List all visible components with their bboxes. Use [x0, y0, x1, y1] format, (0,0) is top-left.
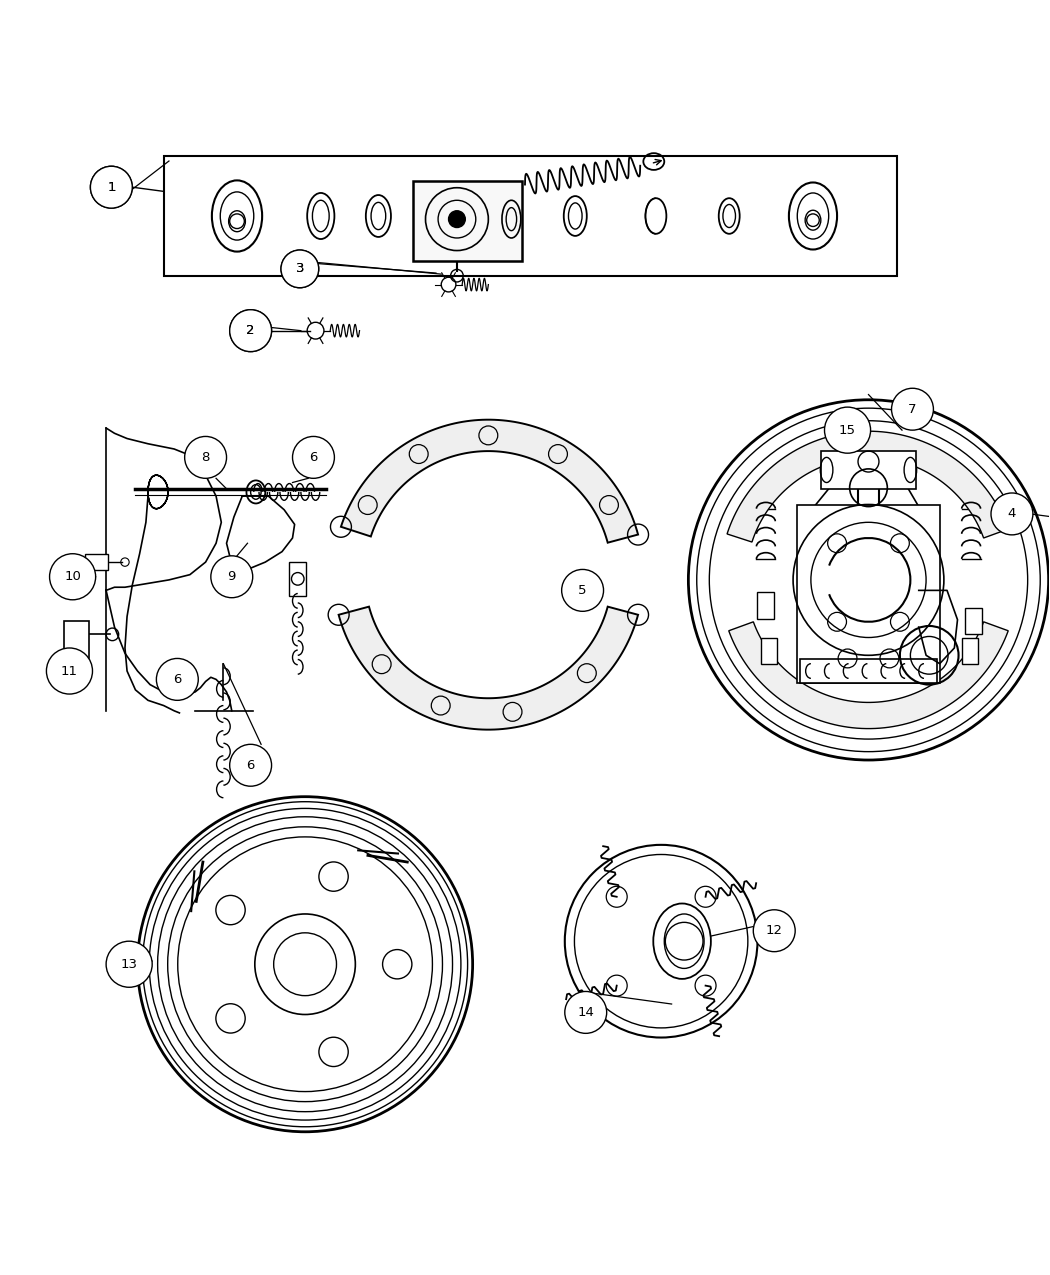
Text: 1: 1: [107, 181, 116, 194]
Circle shape: [991, 493, 1033, 536]
Circle shape: [891, 389, 933, 430]
Bar: [290, 562, 307, 595]
Text: 6: 6: [247, 759, 255, 771]
Bar: [64, 621, 89, 658]
Circle shape: [185, 436, 227, 478]
Bar: [800, 659, 937, 682]
Text: 10: 10: [64, 570, 81, 583]
Text: 7: 7: [908, 403, 917, 416]
Circle shape: [281, 250, 319, 288]
Text: 1: 1: [107, 181, 116, 194]
Text: 13: 13: [121, 958, 138, 970]
Circle shape: [448, 210, 465, 227]
Bar: [413, 181, 522, 261]
Circle shape: [90, 166, 132, 208]
Text: 9: 9: [228, 570, 236, 583]
Polygon shape: [729, 622, 1008, 728]
Circle shape: [46, 648, 92, 694]
Text: 6: 6: [173, 673, 182, 686]
Circle shape: [293, 436, 334, 478]
Polygon shape: [339, 607, 638, 729]
Text: 14: 14: [578, 1006, 594, 1019]
Circle shape: [565, 992, 607, 1033]
Text: 3: 3: [296, 263, 304, 275]
Bar: [962, 638, 979, 664]
Text: 2: 2: [247, 324, 255, 337]
Bar: [164, 156, 897, 277]
Text: 8: 8: [202, 451, 210, 464]
Text: 6: 6: [310, 451, 318, 464]
Text: 4: 4: [1008, 507, 1016, 520]
Circle shape: [49, 553, 96, 599]
Polygon shape: [341, 419, 638, 543]
Text: 5: 5: [579, 584, 587, 597]
Circle shape: [156, 658, 198, 700]
Circle shape: [824, 407, 870, 453]
Circle shape: [230, 310, 272, 352]
Text: 11: 11: [61, 664, 78, 677]
Circle shape: [106, 941, 152, 987]
Text: 15: 15: [839, 423, 856, 436]
Text: 12: 12: [765, 924, 782, 937]
Text: 3: 3: [296, 263, 304, 275]
Circle shape: [562, 570, 604, 611]
Circle shape: [230, 310, 272, 352]
Text: 2: 2: [247, 324, 255, 337]
Bar: [85, 553, 108, 570]
Bar: [965, 608, 982, 635]
Circle shape: [281, 250, 319, 288]
Circle shape: [230, 745, 272, 787]
Circle shape: [753, 910, 795, 951]
Circle shape: [90, 166, 132, 208]
Bar: [757, 593, 774, 618]
Bar: [760, 638, 777, 664]
Circle shape: [211, 556, 253, 598]
Bar: [821, 451, 916, 488]
Polygon shape: [727, 431, 1008, 542]
Bar: [797, 505, 940, 682]
